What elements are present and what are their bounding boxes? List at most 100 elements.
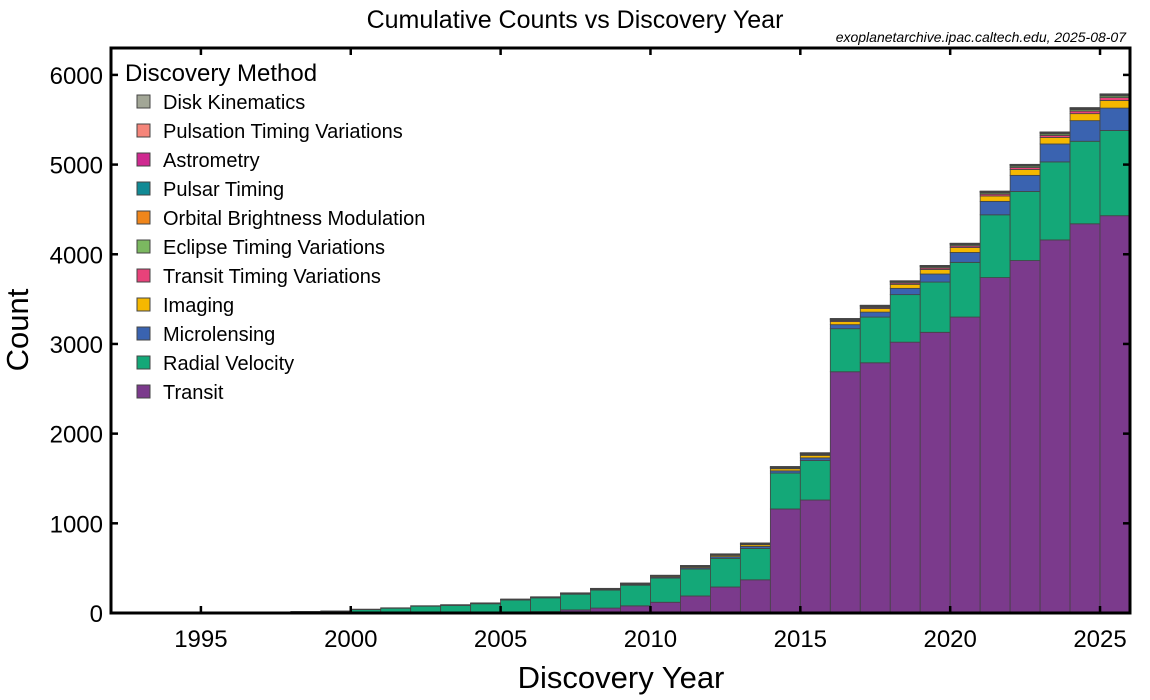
bar-imaging-2022: [1009, 169, 1041, 176]
bar-radial-velocity-2023: [1039, 161, 1071, 241]
legend-label-transit: Transit: [163, 382, 224, 404]
bar-disk-kinematics-2024: [1069, 107, 1101, 109]
bar-imaging-2025: [1099, 100, 1131, 109]
y-tick-label: 0: [90, 601, 103, 628]
bar-radial-velocity-2016: [829, 328, 861, 373]
bar-radial-velocity-2025: [1099, 130, 1131, 217]
legend-label-orbital-brightness-modulation: Orbital Brightness Modulation: [163, 208, 425, 230]
bar-transit-timing-variations-2025: [1099, 97, 1131, 101]
bar-transit-2023: [1039, 239, 1071, 614]
y-tick-label: 5000: [50, 153, 103, 180]
bar-transit-2024: [1069, 223, 1101, 614]
bar-imaging-2016: [829, 321, 861, 326]
bar-disk-kinematics-2025: [1099, 93, 1131, 95]
bar-transit-2017: [859, 362, 891, 614]
ticks-layer: 1995 2000 2005 2010 2015 2020 2025 0 1000 2000 300…: [50, 48, 1130, 653]
bar-pulsar-timing-2001: [380, 607, 412, 609]
legend-swatch-microlensing: [136, 326, 151, 341]
bar-transit-2019: [919, 331, 951, 614]
legend: Discovery Method Disk Kinematics Pulsatio…: [125, 60, 425, 404]
bar-disk-kinematics-2021: [979, 190, 1011, 193]
legend-swatch-astrometry: [136, 152, 151, 167]
legend-label-pulsation-timing-variations: Pulsation Timing Variations: [163, 121, 403, 143]
bar-microlensing-2019: [919, 273, 951, 283]
bar-pulsar-timing-2002: [410, 605, 442, 607]
legend-label-imaging: Imaging: [163, 295, 234, 317]
legend-label-transit-timing-variations: Transit Timing Variations: [163, 266, 381, 288]
bar-pulsar-timing-2004: [470, 602, 502, 604]
x-tick-label: 2005: [474, 626, 527, 653]
bar-disk-kinematics-2020: [949, 242, 981, 245]
bar-radial-velocity-2013: [739, 548, 771, 581]
bar-radial-velocity-2006: [530, 597, 561, 613]
bar-pulsation-timing-variations-2008: [590, 587, 621, 590]
bar-imaging-2020: [949, 247, 981, 253]
bar-pulsar-timing-2000: [350, 608, 382, 611]
bar-transit-2014: [769, 508, 801, 614]
x-tick-label: 2020: [923, 626, 976, 653]
bar-radial-velocity-2011: [680, 568, 711, 597]
bar-microlensing-2020: [949, 252, 981, 263]
legend-label-eclipse-timing-variations: Eclipse Timing Variations: [163, 237, 385, 259]
bar-imaging-2024: [1069, 113, 1101, 122]
bar-microlensing-2016: [829, 324, 861, 330]
legend-label-pulsar-timing: Pulsar Timing: [163, 179, 284, 201]
bar-radial-velocity-2017: [859, 316, 891, 364]
bar-pulsation-timing-variations-2013: [739, 542, 771, 544]
bar-microlensing-2017: [859, 311, 891, 318]
legend-swatch-transit: [136, 384, 151, 399]
bar-microlensing-2023: [1039, 143, 1071, 163]
legend-swatch-transit-timing-variations: [136, 268, 151, 283]
bar-radial-velocity-2024: [1069, 140, 1101, 225]
legend-title: Discovery Method: [125, 60, 317, 87]
bar-disk-kinematics-2022: [1009, 163, 1041, 166]
legend-label-microlensing: Microlensing: [163, 324, 275, 346]
legend-swatch-orbital-brightness-modulation: [136, 210, 151, 225]
bar-pulsation-timing-variations-2007: [560, 592, 591, 594]
bar-transit-2013: [739, 579, 771, 614]
bar-imaging-2018: [889, 283, 921, 289]
bars-layer: [110, 93, 1131, 614]
bar-transit-2010: [650, 601, 681, 614]
legend-label-astrometry: Astrometry: [163, 150, 260, 172]
legend-swatch-eclipse-timing-variations: [136, 239, 151, 254]
bar-pulsar-timing-2003: [440, 604, 472, 606]
x-tick-label: 2010: [624, 626, 677, 653]
bar-transit-2025: [1099, 215, 1131, 614]
bar-transit-2020: [949, 316, 981, 614]
x-tick-label: 2000: [324, 626, 377, 653]
bar-radial-velocity-2004: [470, 603, 502, 613]
bar-pulsar-timing-2005: [500, 598, 531, 600]
bar-radial-velocity-2021: [979, 214, 1011, 278]
bar-microlensing-2024: [1069, 120, 1101, 142]
bar-microlensing-2022: [1009, 174, 1041, 192]
legend-swatch-disk-kinematics: [136, 94, 151, 109]
bar-imaging-2017: [859, 308, 891, 313]
y-tick-label: 4000: [50, 242, 103, 269]
y-tick-label: 6000: [50, 63, 103, 90]
x-tick-label: 2015: [774, 626, 827, 653]
x-tick-label: 1995: [174, 626, 227, 653]
chart-title: Cumulative Counts vs Discovery Year: [367, 6, 784, 34]
bar-radial-velocity-2009: [620, 584, 651, 607]
legend-swatch-pulsation-timing-variations: [136, 123, 151, 138]
bar-microlensing-2021: [979, 200, 1011, 216]
legend-swatch-radial-velocity: [136, 355, 151, 370]
bar-radial-velocity-2010: [650, 577, 681, 603]
bar-radial-velocity-2007: [560, 593, 591, 611]
bar-radial-velocity-2015: [799, 460, 831, 501]
bar-radial-velocity-2020: [949, 261, 981, 318]
legend-swatch-imaging: [136, 297, 151, 312]
bar-radial-velocity-2019: [919, 281, 951, 333]
bar-pulsation-timing-variations-2011: [680, 565, 711, 567]
legend-label-radial-velocity: Radial Velocity: [163, 353, 294, 375]
bar-radial-velocity-2012: [710, 557, 741, 588]
bar-imaging-2023: [1039, 137, 1071, 145]
y-tick-label: 1000: [50, 511, 103, 538]
bar-pulsar-timing-2006: [530, 596, 561, 598]
y-axis-label: Count: [0, 288, 35, 371]
bar-transit-2016: [829, 371, 861, 614]
bar-transit-2011: [680, 595, 711, 614]
bar-transit-2018: [889, 341, 921, 614]
